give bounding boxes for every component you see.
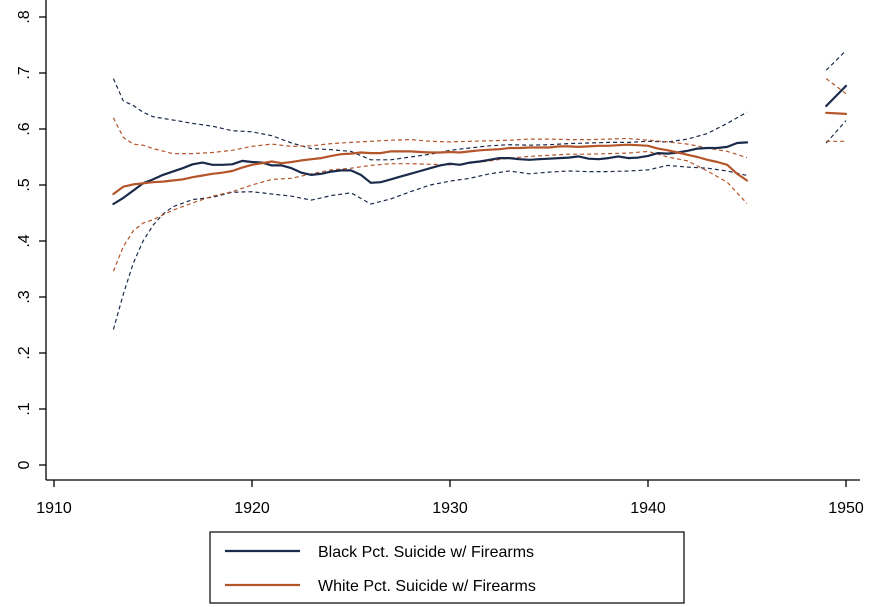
x-tick-label: 1930 — [432, 500, 468, 517]
confidence-band-line — [825, 120, 847, 144]
confidence-band-line — [112, 117, 748, 159]
y-tick-label: .8 — [16, 10, 33, 23]
y-tick-label: .5 — [16, 178, 33, 191]
y-tick-label: .1 — [16, 402, 33, 415]
confidence-band-line — [112, 150, 748, 272]
y-tick-label: .6 — [16, 122, 33, 135]
y-tick-label: .7 — [16, 66, 33, 79]
plot-area — [112, 50, 848, 330]
series-line — [825, 111, 848, 116]
confidence-band-line — [825, 50, 847, 71]
y-tick-label: .3 — [16, 290, 33, 303]
series-line — [112, 143, 749, 196]
x-tick-label: 1950 — [828, 500, 864, 517]
series-line — [112, 141, 749, 206]
axes: 0 .1 .2 .3 .4 .5 .6 .7 .8 1910 1920 1930 1940 1950 — [16, 0, 864, 517]
series-line — [825, 84, 848, 108]
legend: Black Pct. Suicide w/ Firearms White Pct.… — [209, 531, 685, 604]
legend-label: White Pct. Suicide w/ Firearms — [318, 578, 536, 595]
confidence-band-line — [112, 164, 748, 330]
x-tick-label: 1920 — [234, 500, 270, 517]
legend-label: Black Pct. Suicide w/ Firearms — [318, 544, 534, 561]
y-tick-label: .2 — [16, 346, 33, 359]
confidence-band-line — [825, 78, 847, 95]
confidence-band-line — [112, 78, 748, 161]
x-tick-label: 1940 — [630, 500, 666, 517]
y-tick-label: 0 — [16, 460, 33, 469]
legend-box — [209, 531, 685, 604]
x-tick-label: 1910 — [36, 500, 72, 517]
y-tick-label: .4 — [16, 234, 33, 247]
